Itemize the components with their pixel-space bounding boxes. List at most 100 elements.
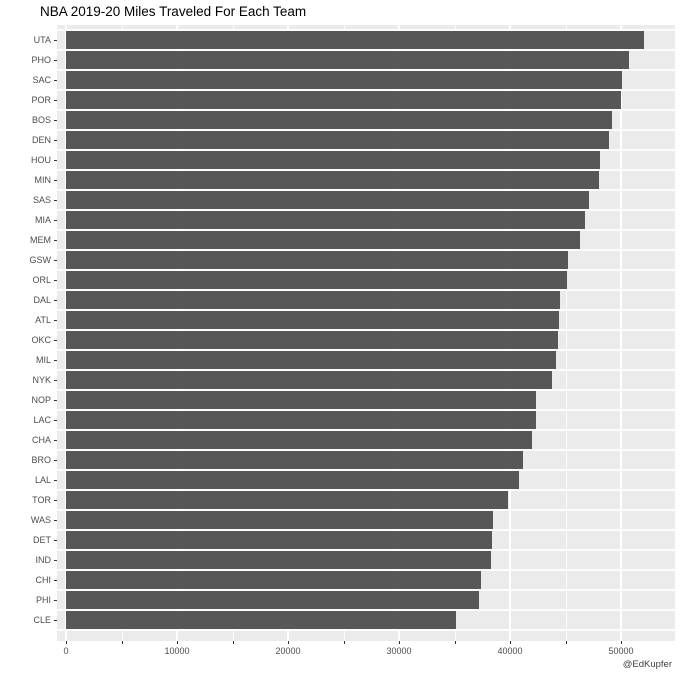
- y-tick: [54, 500, 57, 501]
- bar-cha: [66, 431, 533, 449]
- y-tick: [54, 100, 57, 101]
- bar-hou: [66, 151, 600, 169]
- x-tick: [288, 641, 289, 644]
- x-axis-label: 20000: [275, 646, 301, 656]
- x-minor-tick: [454, 641, 456, 644]
- row-gridline: [57, 229, 675, 231]
- y-axis-label: NYK: [32, 375, 51, 385]
- y-axis-label: LAC: [33, 415, 51, 425]
- bar-atl: [66, 311, 560, 329]
- y-tick: [54, 360, 57, 361]
- y-tick: [54, 300, 57, 301]
- bar-det: [66, 531, 492, 549]
- y-axis-label: MEM: [30, 235, 51, 245]
- y-tick: [54, 260, 57, 261]
- row-gridline: [57, 329, 675, 331]
- y-tick: [54, 540, 57, 541]
- row-gridline: [57, 609, 675, 611]
- x-minor-tick: [565, 641, 567, 644]
- row-gridline: [57, 509, 675, 511]
- bar-okc: [66, 331, 558, 349]
- y-tick: [54, 420, 57, 421]
- bar-nop: [66, 391, 537, 409]
- bar-bro: [66, 451, 524, 469]
- bar-lal: [66, 471, 519, 489]
- bar-mia: [66, 211, 586, 229]
- chart-caption: @EdKupfer: [622, 659, 672, 670]
- gridline-major: [620, 25, 622, 641]
- row-gridline: [57, 529, 675, 531]
- y-axis-label: BOS: [31, 115, 51, 125]
- x-minor-tick: [121, 641, 123, 644]
- y-tick: [54, 580, 57, 581]
- row-gridline: [57, 209, 675, 211]
- row-gridline: [57, 169, 675, 171]
- y-tick: [54, 200, 57, 201]
- bar-was: [66, 511, 493, 529]
- x-minor-tick: [232, 641, 234, 644]
- bar-chi: [66, 571, 481, 589]
- plot-panel: [57, 25, 675, 641]
- y-tick: [54, 60, 57, 61]
- bar-mem: [66, 231, 580, 249]
- bar-orl: [66, 271, 567, 289]
- y-axis-label: CLE: [33, 615, 51, 625]
- y-tick: [54, 280, 57, 281]
- row-gridline: [57, 129, 675, 131]
- y-tick: [54, 320, 57, 321]
- y-tick: [54, 600, 57, 601]
- bar-ind: [66, 551, 492, 569]
- y-tick: [54, 620, 57, 621]
- row-gridline: [57, 369, 675, 371]
- bar-bos: [66, 111, 613, 129]
- bar-gsw: [66, 251, 568, 269]
- y-axis-label: SAS: [32, 195, 51, 205]
- x-minor-tick: [343, 641, 345, 644]
- x-tick: [66, 641, 67, 644]
- row-gridline: [57, 569, 675, 571]
- bar-dal: [66, 291, 560, 309]
- y-tick: [54, 440, 57, 441]
- x-axis-label: 30000: [386, 646, 412, 656]
- y-tick: [54, 240, 57, 241]
- y-axis-label: WAS: [30, 515, 51, 525]
- y-axis-label: HOU: [31, 155, 51, 165]
- bar-tor: [66, 491, 508, 509]
- y-tick: [54, 400, 57, 401]
- y-tick: [54, 140, 57, 141]
- y-axis-label: DAL: [33, 295, 51, 305]
- row-gridline: [57, 429, 675, 431]
- y-axis-label: MIA: [34, 215, 51, 225]
- y-axis-label: ATL: [35, 315, 51, 325]
- x-tick: [399, 641, 400, 644]
- y-tick: [54, 80, 57, 81]
- y-axis-label: POR: [31, 95, 51, 105]
- bar-por: [66, 91, 621, 109]
- x-axis-label: 0: [63, 646, 69, 656]
- x-tick: [621, 641, 622, 644]
- x-axis-label: 50000: [608, 646, 634, 656]
- y-axis-label: PHI: [35, 595, 51, 605]
- bar-sas: [66, 191, 589, 209]
- bar-nyk: [66, 371, 553, 389]
- y-tick: [54, 120, 57, 121]
- row-gridline: [57, 249, 675, 251]
- y-axis-label: BRO: [31, 455, 51, 465]
- y-axis-label: LAL: [34, 475, 51, 485]
- row-gridline: [57, 49, 675, 51]
- row-gridline: [57, 409, 675, 411]
- row-gridline: [57, 89, 675, 91]
- x-tick: [510, 641, 511, 644]
- row-gridline: [57, 149, 675, 151]
- y-axis-label: IND: [35, 555, 52, 565]
- y-tick: [54, 220, 57, 221]
- row-gridline: [57, 349, 675, 351]
- bar-sac: [66, 71, 623, 89]
- bar-mil: [66, 351, 557, 369]
- y-tick: [54, 520, 57, 521]
- y-axis-label: TOR: [32, 495, 51, 505]
- row-gridline: [57, 469, 675, 471]
- bar-min: [66, 171, 599, 189]
- gridline-minor: [565, 25, 567, 641]
